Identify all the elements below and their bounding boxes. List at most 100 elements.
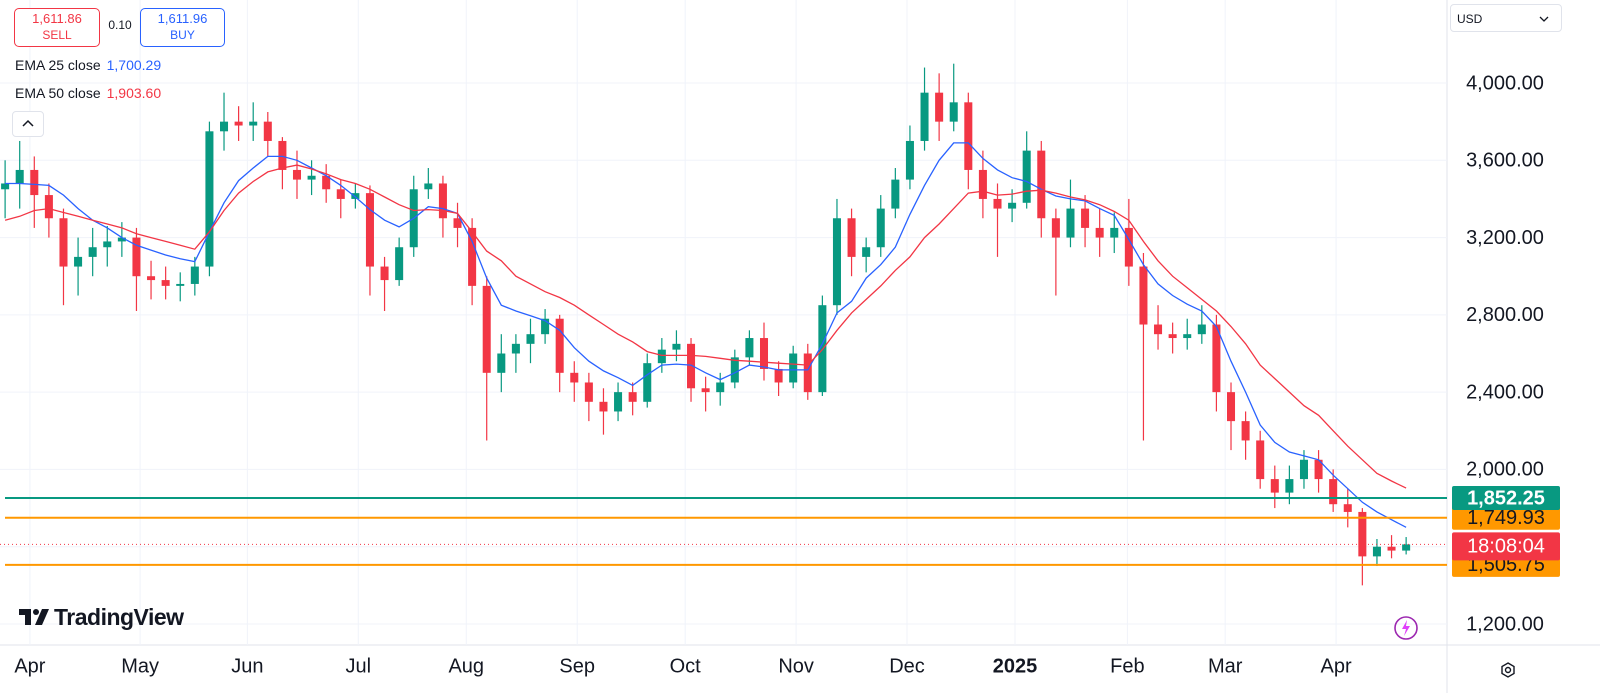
candle-body: [132, 237, 141, 277]
candle-body: [1, 183, 10, 190]
y-tick-label: 2,400.00: [1466, 381, 1544, 403]
candle-body: [1241, 421, 1250, 441]
price-axis-panel: [1447, 0, 1600, 693]
indicator-legend[interactable]: EMA 25 close 1,700.29: [15, 57, 161, 73]
y-tick-label: 4,000.00: [1466, 72, 1544, 94]
candle-body: [1270, 479, 1279, 493]
candle-body: [789, 353, 798, 383]
x-tick-label: Jul: [345, 655, 371, 677]
buy-text: BUY: [170, 28, 195, 42]
candle-body: [395, 247, 404, 281]
logo-icon: [19, 609, 49, 625]
candle-body: [920, 92, 929, 141]
x-tick-label: Feb: [1110, 655, 1144, 677]
candle-body: [1314, 459, 1323, 480]
candle-body: [614, 392, 623, 412]
x-tick-label: Oct: [670, 655, 702, 677]
candle-body: [103, 241, 112, 248]
indicator-value: 1,700.29: [106, 57, 162, 73]
candle-body: [1329, 479, 1338, 505]
candle-body: [1139, 266, 1148, 325]
y-tick-label: 1,200.00: [1466, 613, 1544, 635]
x-tick-label: Aug: [448, 655, 484, 677]
x-tick-label: Mar: [1208, 655, 1243, 677]
candle-body: [759, 338, 769, 369]
candle-body: [249, 121, 258, 126]
candle-body: [701, 388, 710, 393]
price-label-box: [1452, 505, 1560, 530]
candle-body: [905, 140, 914, 180]
candle-body: [1285, 479, 1294, 493]
candle-body: [687, 343, 696, 389]
candle-body: [555, 318, 564, 373]
candle-body: [599, 401, 608, 412]
candle-body: [935, 92, 944, 122]
candle-body: [59, 218, 68, 267]
candle-body: [628, 392, 637, 402]
collapse-button[interactable]: [12, 111, 44, 137]
x-tick-label: Nov: [778, 655, 814, 677]
candle-body: [584, 382, 593, 402]
candle-body: [891, 179, 900, 209]
candle-body: [424, 183, 433, 190]
candle-body: [278, 140, 287, 170]
price-label-box: [1452, 485, 1560, 510]
candle-body: [803, 353, 812, 393]
candle-body: [1183, 334, 1192, 339]
x-tick-label: May: [121, 655, 159, 677]
candle-body: [161, 280, 170, 286]
x-tick-label: Sep: [559, 655, 595, 677]
candle-body: [526, 334, 535, 344]
currency-select[interactable]: USD: [1450, 4, 1562, 32]
candle-body: [1008, 202, 1017, 209]
candle-body: [234, 121, 243, 126]
sell-button[interactable]: 1,611.86 SELL: [14, 8, 100, 47]
indicator-legend[interactable]: EMA 50 close 1,903.60: [15, 85, 161, 101]
candle-body: [993, 198, 1002, 209]
candle-body: [1154, 324, 1163, 335]
candle-body: [307, 175, 316, 180]
candle-body: [117, 237, 126, 242]
candle-body: [1037, 150, 1046, 219]
brand-name: TradingView: [54, 604, 184, 630]
candle-body: [643, 363, 652, 402]
candle-body: [774, 368, 783, 383]
indicator-name: EMA 50 close: [15, 85, 101, 101]
buy-price: 1,611.96: [157, 11, 208, 26]
price-label: 1,852.25: [1452, 485, 1560, 510]
candle-body: [380, 266, 389, 281]
candle-body: [365, 193, 374, 267]
y-tick-label: 3,200.00: [1466, 227, 1544, 249]
candle-body: [570, 372, 579, 383]
settings-icon[interactable]: [1498, 660, 1518, 680]
candle-body: [44, 195, 53, 219]
x-tick-label: Jun: [231, 655, 263, 677]
candle-body: [351, 193, 360, 199]
candle-body: [672, 343, 681, 350]
candle-body: [220, 121, 229, 132]
candle-body: [1226, 392, 1236, 422]
sell-price: 1,611.86: [32, 11, 82, 26]
candle-body: [15, 169, 24, 184]
price-label-text: 1,852.25: [1467, 487, 1545, 509]
assistant-icon[interactable]: [1392, 614, 1420, 642]
candle-body: [1124, 227, 1133, 267]
candle-body: [832, 218, 841, 306]
countdown-box: [1452, 532, 1560, 561]
candle-body: [847, 218, 856, 257]
ema-line: [5, 142, 1407, 528]
buy-button[interactable]: 1,611.96 BUY: [140, 8, 225, 47]
x-tick-label: Apr: [14, 655, 45, 677]
x-tick-label: Dec: [889, 655, 925, 677]
ema-line: [4, 164, 1407, 489]
candle-body: [978, 169, 987, 199]
x-tick-label: Apr: [1321, 655, 1352, 677]
candle-body: [1022, 150, 1031, 203]
candle-body: [1081, 208, 1090, 228]
candle-body: [1343, 504, 1352, 512]
y-tick-label: 3,600.00: [1466, 150, 1544, 172]
y-tick-label: 2,000.00: [1466, 459, 1544, 481]
brand-logo: TradingView: [18, 604, 184, 631]
candle-body: [745, 338, 754, 358]
